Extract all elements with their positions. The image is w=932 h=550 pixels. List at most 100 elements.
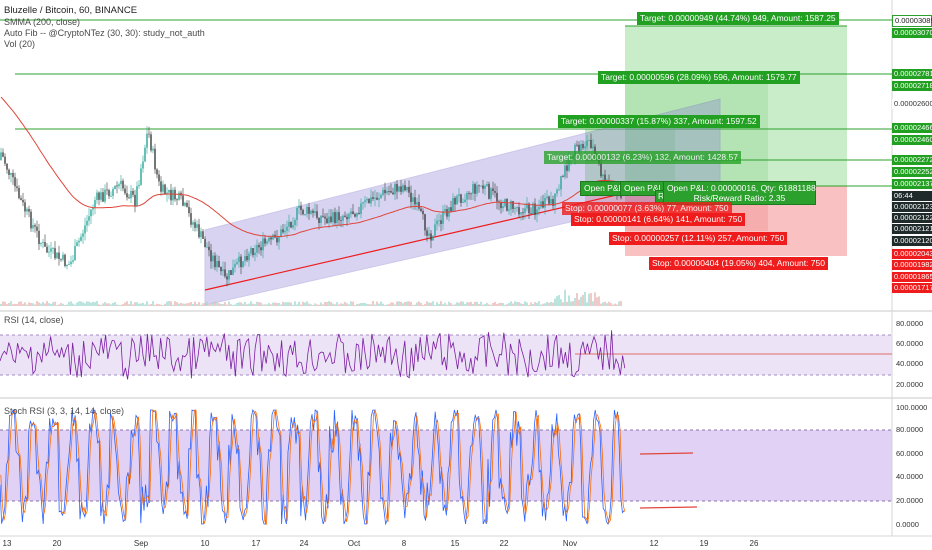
candle-body	[42, 242, 44, 243]
volume-bar	[52, 302, 54, 306]
candle-body	[458, 194, 460, 196]
candle-body	[476, 185, 478, 194]
candle-body	[138, 184, 140, 187]
stop-tag-2[interactable]: Stop: 0.00000141 (6.64%) 141, Amount: 75…	[571, 213, 746, 226]
volume-bar	[300, 304, 302, 306]
candle-body	[162, 184, 164, 192]
stop-tag-3[interactable]: Stop: 0.00000257 (12.11%) 257, Amount: 7…	[609, 232, 788, 245]
rsi-pane-label[interactable]: RSI (14, close)	[4, 315, 64, 325]
volume-bar	[440, 301, 442, 306]
target-zone-medium[interactable]	[625, 75, 768, 186]
candle-body	[310, 210, 312, 214]
candle-body	[472, 184, 474, 194]
target-tag-3[interactable]: Target: 0.00000337 (15.87%) 337, Amount:…	[558, 115, 760, 128]
volume-bar	[572, 301, 574, 306]
candle-body	[542, 201, 544, 208]
candle-body	[224, 269, 226, 277]
volume-bar	[156, 303, 158, 306]
volume-bar	[460, 301, 462, 306]
candle-body	[562, 176, 564, 177]
volume-bar	[322, 304, 324, 306]
volume-bar	[344, 301, 346, 306]
volume-bar	[194, 301, 196, 306]
target-tag-2[interactable]: Target: 0.00000596 (28.09%) 596, Amount:…	[598, 71, 800, 84]
volume-bar	[20, 301, 22, 306]
stoch-pane-label[interactable]: Stoch RSI (3, 3, 14, 14, close)	[4, 406, 125, 416]
candle-body	[560, 176, 562, 190]
stoch-axis-label: 80.0000	[896, 425, 924, 434]
candle-body	[262, 238, 264, 251]
candle-body	[518, 207, 520, 215]
candle-body	[292, 225, 294, 228]
volume-bar	[340, 303, 342, 306]
volume-bar	[234, 304, 236, 306]
volume-bar	[132, 304, 134, 306]
volume-bar	[388, 304, 390, 306]
volume-bar	[266, 304, 268, 306]
stop-tag-4[interactable]: Stop: 0.00000404 (19.05%) 404, Amount: 7…	[649, 257, 828, 270]
volume-bar	[196, 304, 198, 306]
volume-bar	[326, 302, 328, 306]
volume-bar	[258, 301, 260, 306]
candle-body	[474, 184, 476, 194]
stop-tag-1[interactable]: Stop: 0.00000077 (3.63%) 77, Amount: 750	[562, 202, 732, 215]
candle-body	[102, 192, 104, 202]
candle-body	[494, 191, 496, 193]
volume-bar	[564, 289, 566, 306]
indicator-volume[interactable]: Vol (20)	[4, 39, 36, 49]
volume-bar	[162, 304, 164, 306]
open-pnl-main[interactable]: Open P&L: 0.00000016, Qty: 61881188 Risk…	[663, 181, 816, 205]
indicator-smma[interactable]: SMMA (200, close)	[4, 17, 81, 27]
volume-bar	[10, 301, 12, 306]
price-axis-label: 0.00002123	[892, 202, 932, 212]
candle-body	[522, 212, 524, 214]
candle-body	[408, 186, 410, 193]
candle-body	[76, 242, 78, 247]
candle-body	[140, 168, 142, 185]
price-axis-label: 0.00001982	[892, 260, 932, 270]
indicator-auto-fib[interactable]: Auto Fib -- @CryptoNTez (30, 30): study_…	[4, 28, 205, 38]
target-tag-4[interactable]: Target: 0.00000132 (6.23%) 132, Amount: …	[544, 151, 741, 164]
candle-body	[146, 133, 148, 148]
candle-body	[248, 253, 250, 261]
candle-body	[134, 194, 136, 206]
volume-bar	[298, 301, 300, 306]
candle-body	[172, 189, 174, 201]
candle-body	[426, 230, 428, 236]
volume-bar	[412, 304, 414, 306]
volume-bar	[238, 302, 240, 306]
volume-bar	[554, 298, 556, 306]
candle-body	[276, 237, 278, 243]
date-axis-label: 8	[401, 539, 407, 548]
candle-body	[188, 206, 190, 214]
volume-bar	[78, 301, 80, 306]
volume-bar	[436, 302, 438, 306]
date-axis-label: 13	[2, 539, 12, 548]
volume-bar	[284, 302, 286, 306]
volume-bar	[76, 302, 78, 306]
target-tag-1[interactable]: Target: 0.00000949 (44.74%) 949, Amount:…	[637, 12, 839, 25]
volume-bar	[286, 302, 288, 306]
stoch-k-line	[0, 408, 625, 526]
date-axis-label: 15	[450, 539, 460, 548]
volume-bar	[410, 301, 412, 306]
candle-body	[432, 235, 434, 241]
candle-body	[64, 254, 66, 267]
candle-body	[234, 264, 236, 268]
volume-bar	[392, 302, 394, 306]
volume-bar	[14, 303, 16, 306]
volume-bar	[148, 304, 150, 306]
candle-body	[128, 197, 130, 199]
volume-bar	[512, 303, 514, 306]
candle-body	[108, 190, 110, 197]
candle-body	[58, 252, 60, 259]
volume-bar	[88, 301, 90, 306]
candle-body	[442, 211, 444, 224]
volume-bar	[346, 303, 348, 306]
volume-bar	[150, 304, 152, 306]
candle-body	[330, 216, 332, 223]
volume-bar	[202, 303, 204, 306]
volume-bar	[12, 304, 14, 306]
open-pnl-tag-1[interactable]: Open P&L	[580, 181, 628, 196]
candle-body	[470, 193, 472, 195]
